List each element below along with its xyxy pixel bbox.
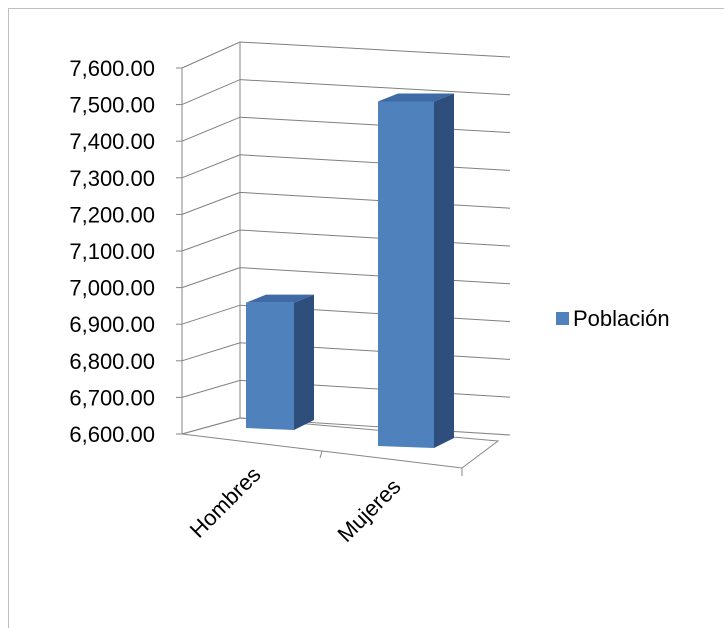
y-tick-label: 6,600.00 bbox=[69, 422, 155, 447]
gridlines bbox=[176, 41, 511, 436]
x-tick-mark bbox=[319, 450, 323, 459]
bar-top-hombres bbox=[246, 294, 314, 303]
gridline bbox=[181, 229, 511, 252]
gridline bbox=[181, 116, 511, 142]
x-tick-label: Hombres bbox=[185, 462, 266, 543]
legend: Población bbox=[556, 306, 670, 331]
bar-hombres bbox=[246, 302, 294, 430]
y-tick-label: 7,300.00 bbox=[69, 166, 155, 191]
gridline bbox=[181, 79, 511, 106]
bar-top-mujeres bbox=[378, 93, 454, 102]
y-tick-label: 7,400.00 bbox=[69, 129, 155, 154]
legend-swatch bbox=[556, 312, 569, 325]
chart-frame bbox=[8, 8, 724, 628]
bars bbox=[246, 93, 454, 448]
y-axis-tick-labels: 6,600.00 6,700.00 6,800.00 6,900.00 7,000.00… bbox=[69, 56, 155, 447]
y-tick-label: 7,100.00 bbox=[69, 239, 155, 264]
y-tick-label: 7,000.00 bbox=[69, 276, 155, 301]
gridline bbox=[181, 379, 511, 398]
floor bbox=[181, 417, 500, 469]
legend-label: Población bbox=[573, 306, 670, 331]
y-tick-label: 6,800.00 bbox=[69, 349, 155, 374]
chart-walls bbox=[181, 42, 500, 476]
gridline bbox=[181, 304, 511, 325]
y-tick-label: 6,700.00 bbox=[69, 385, 155, 410]
y-tick-label: 6,900.00 bbox=[69, 312, 155, 337]
gridline bbox=[181, 154, 511, 179]
bar-mujeres bbox=[378, 101, 434, 448]
x-axis-tick-labels: Hombres Mujeres bbox=[185, 462, 406, 547]
bar-side-hombres bbox=[294, 294, 314, 430]
y-tick-label: 7,200.00 bbox=[69, 202, 155, 227]
gridline bbox=[181, 342, 511, 362]
gridline bbox=[181, 191, 511, 215]
y-tick-label: 7,500.00 bbox=[69, 93, 155, 118]
gridline bbox=[181, 41, 511, 69]
bar-side-mujeres bbox=[434, 93, 454, 448]
x-tick-label: Mujeres bbox=[333, 474, 406, 547]
gridline bbox=[181, 267, 511, 289]
y-tick-label: 7,600.00 bbox=[69, 56, 155, 81]
